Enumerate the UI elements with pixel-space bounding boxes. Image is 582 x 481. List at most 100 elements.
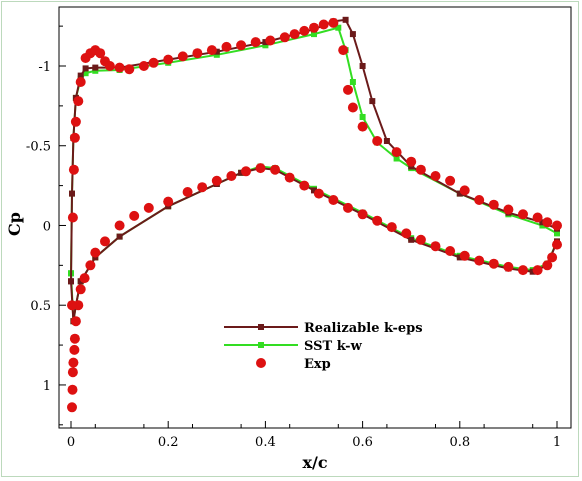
data-point-exp xyxy=(73,96,84,107)
data-point-exp xyxy=(236,40,247,51)
data-point-exp xyxy=(284,172,295,183)
data-point-sst-upper xyxy=(539,222,546,229)
data-point-realizable-upper xyxy=(92,64,99,71)
data-point-sst-upper xyxy=(213,51,220,58)
data-point-exp xyxy=(518,265,528,276)
data-point-realizable-lower xyxy=(529,268,536,275)
data-point-realizable-upper xyxy=(213,48,220,55)
data-point-sst-upper xyxy=(393,155,400,162)
data-point-exp xyxy=(299,25,310,36)
data-point-exp xyxy=(552,220,562,231)
data-point-sst-upper xyxy=(262,42,269,49)
data-point-sst-upper xyxy=(92,67,99,74)
data-point-exp xyxy=(532,265,543,276)
data-point-exp xyxy=(148,57,159,68)
data-point-realizable-upper xyxy=(82,65,89,72)
legend-label-sst: SST k-w xyxy=(304,339,363,354)
data-point-exp xyxy=(163,196,174,207)
data-point-realizable-upper xyxy=(342,16,349,23)
data-point-exp xyxy=(503,261,514,272)
plot-area xyxy=(58,6,572,429)
data-point-realizable-lower xyxy=(116,233,123,240)
data-point-exp xyxy=(68,357,79,368)
data-point-realizable-upper xyxy=(369,98,376,105)
data-point-exp xyxy=(347,102,358,113)
data-point-exp xyxy=(357,121,368,132)
data-point-exp xyxy=(459,250,470,261)
y-axis-title: Cp xyxy=(5,212,24,236)
data-point-exp xyxy=(67,367,78,378)
x-tick-label: 0.2 xyxy=(158,435,179,450)
y-tick-label: 0 xyxy=(43,219,51,234)
data-point-realizable-upper xyxy=(349,31,356,38)
data-point-exp xyxy=(318,19,329,30)
legend-label-exp: Exp xyxy=(304,357,331,372)
data-point-realizable-lower xyxy=(408,236,415,243)
data-point-realizable-lower xyxy=(311,187,317,194)
data-point-realizable-upper xyxy=(359,63,366,69)
legend-item-realizable: Realizable k-eps xyxy=(224,321,423,336)
data-point-exp xyxy=(124,64,135,75)
data-point-exp xyxy=(100,236,110,247)
data-point-exp xyxy=(474,195,485,205)
data-point-exp xyxy=(69,344,80,355)
y-tick-label: -0.5 xyxy=(26,140,51,155)
data-point-exp xyxy=(386,222,397,233)
data-point-exp xyxy=(406,156,417,167)
data-point-exp xyxy=(67,212,78,223)
data-point-exp xyxy=(221,41,232,52)
legend-marker-exp xyxy=(256,358,266,368)
data-point-exp xyxy=(372,215,383,226)
data-point-realizable-lower xyxy=(238,169,245,176)
data-point-realizable-upper xyxy=(77,72,84,79)
data-point-exp xyxy=(459,185,470,196)
data-point-exp xyxy=(279,32,290,43)
data-point-exp xyxy=(67,300,77,311)
data-point-exp xyxy=(357,209,368,220)
data-point-exp xyxy=(69,132,80,143)
data-point-exp xyxy=(338,45,349,56)
data-point-exp xyxy=(328,17,339,28)
data-point-exp xyxy=(542,260,553,271)
data-point-exp xyxy=(226,171,237,181)
data-point-exp xyxy=(85,260,96,271)
data-point-exp xyxy=(67,384,78,395)
data-point-exp xyxy=(445,175,456,186)
data-point-exp xyxy=(289,29,300,40)
data-point-exp xyxy=(474,255,485,266)
data-point-realizable-upper xyxy=(456,190,463,197)
data-point-sst-upper xyxy=(359,114,366,120)
data-point-exp xyxy=(503,204,514,215)
data-point-exp xyxy=(313,188,324,199)
data-point-exp xyxy=(552,239,562,250)
data-point-realizable-upper xyxy=(383,138,390,144)
data-point-exp xyxy=(211,175,222,186)
data-point-exp xyxy=(70,116,81,127)
data-point-exp xyxy=(75,284,86,295)
legend-marker-realizable xyxy=(258,324,264,330)
data-point-exp xyxy=(177,51,188,62)
legend-item-sst: SST k-w xyxy=(224,339,363,354)
data-point-exp xyxy=(299,180,310,191)
data-point-exp xyxy=(129,210,140,221)
data-point-exp xyxy=(79,273,90,284)
data-point-exp xyxy=(488,199,499,210)
data-point-exp xyxy=(95,48,106,59)
data-point-exp xyxy=(343,202,353,213)
data-point-realizable-lower xyxy=(68,278,74,285)
data-point-exp xyxy=(114,62,125,73)
data-point-exp xyxy=(270,164,281,175)
data-point-exp xyxy=(250,37,261,48)
data-point-exp xyxy=(69,333,80,344)
data-point-sst-upper xyxy=(311,31,317,38)
data-point-realizable-upper xyxy=(69,190,75,197)
data-point-exp xyxy=(182,187,193,197)
x-tick-label: 1 xyxy=(553,435,561,450)
legend: Realizable k-eps SST k-w Exp xyxy=(224,321,423,372)
data-point-exp xyxy=(372,136,383,146)
data-point-exp xyxy=(542,217,553,228)
data-point-sst-upper xyxy=(335,24,342,31)
legend-marker-sst xyxy=(258,342,264,348)
y-tick-label: 0.5 xyxy=(30,299,51,314)
